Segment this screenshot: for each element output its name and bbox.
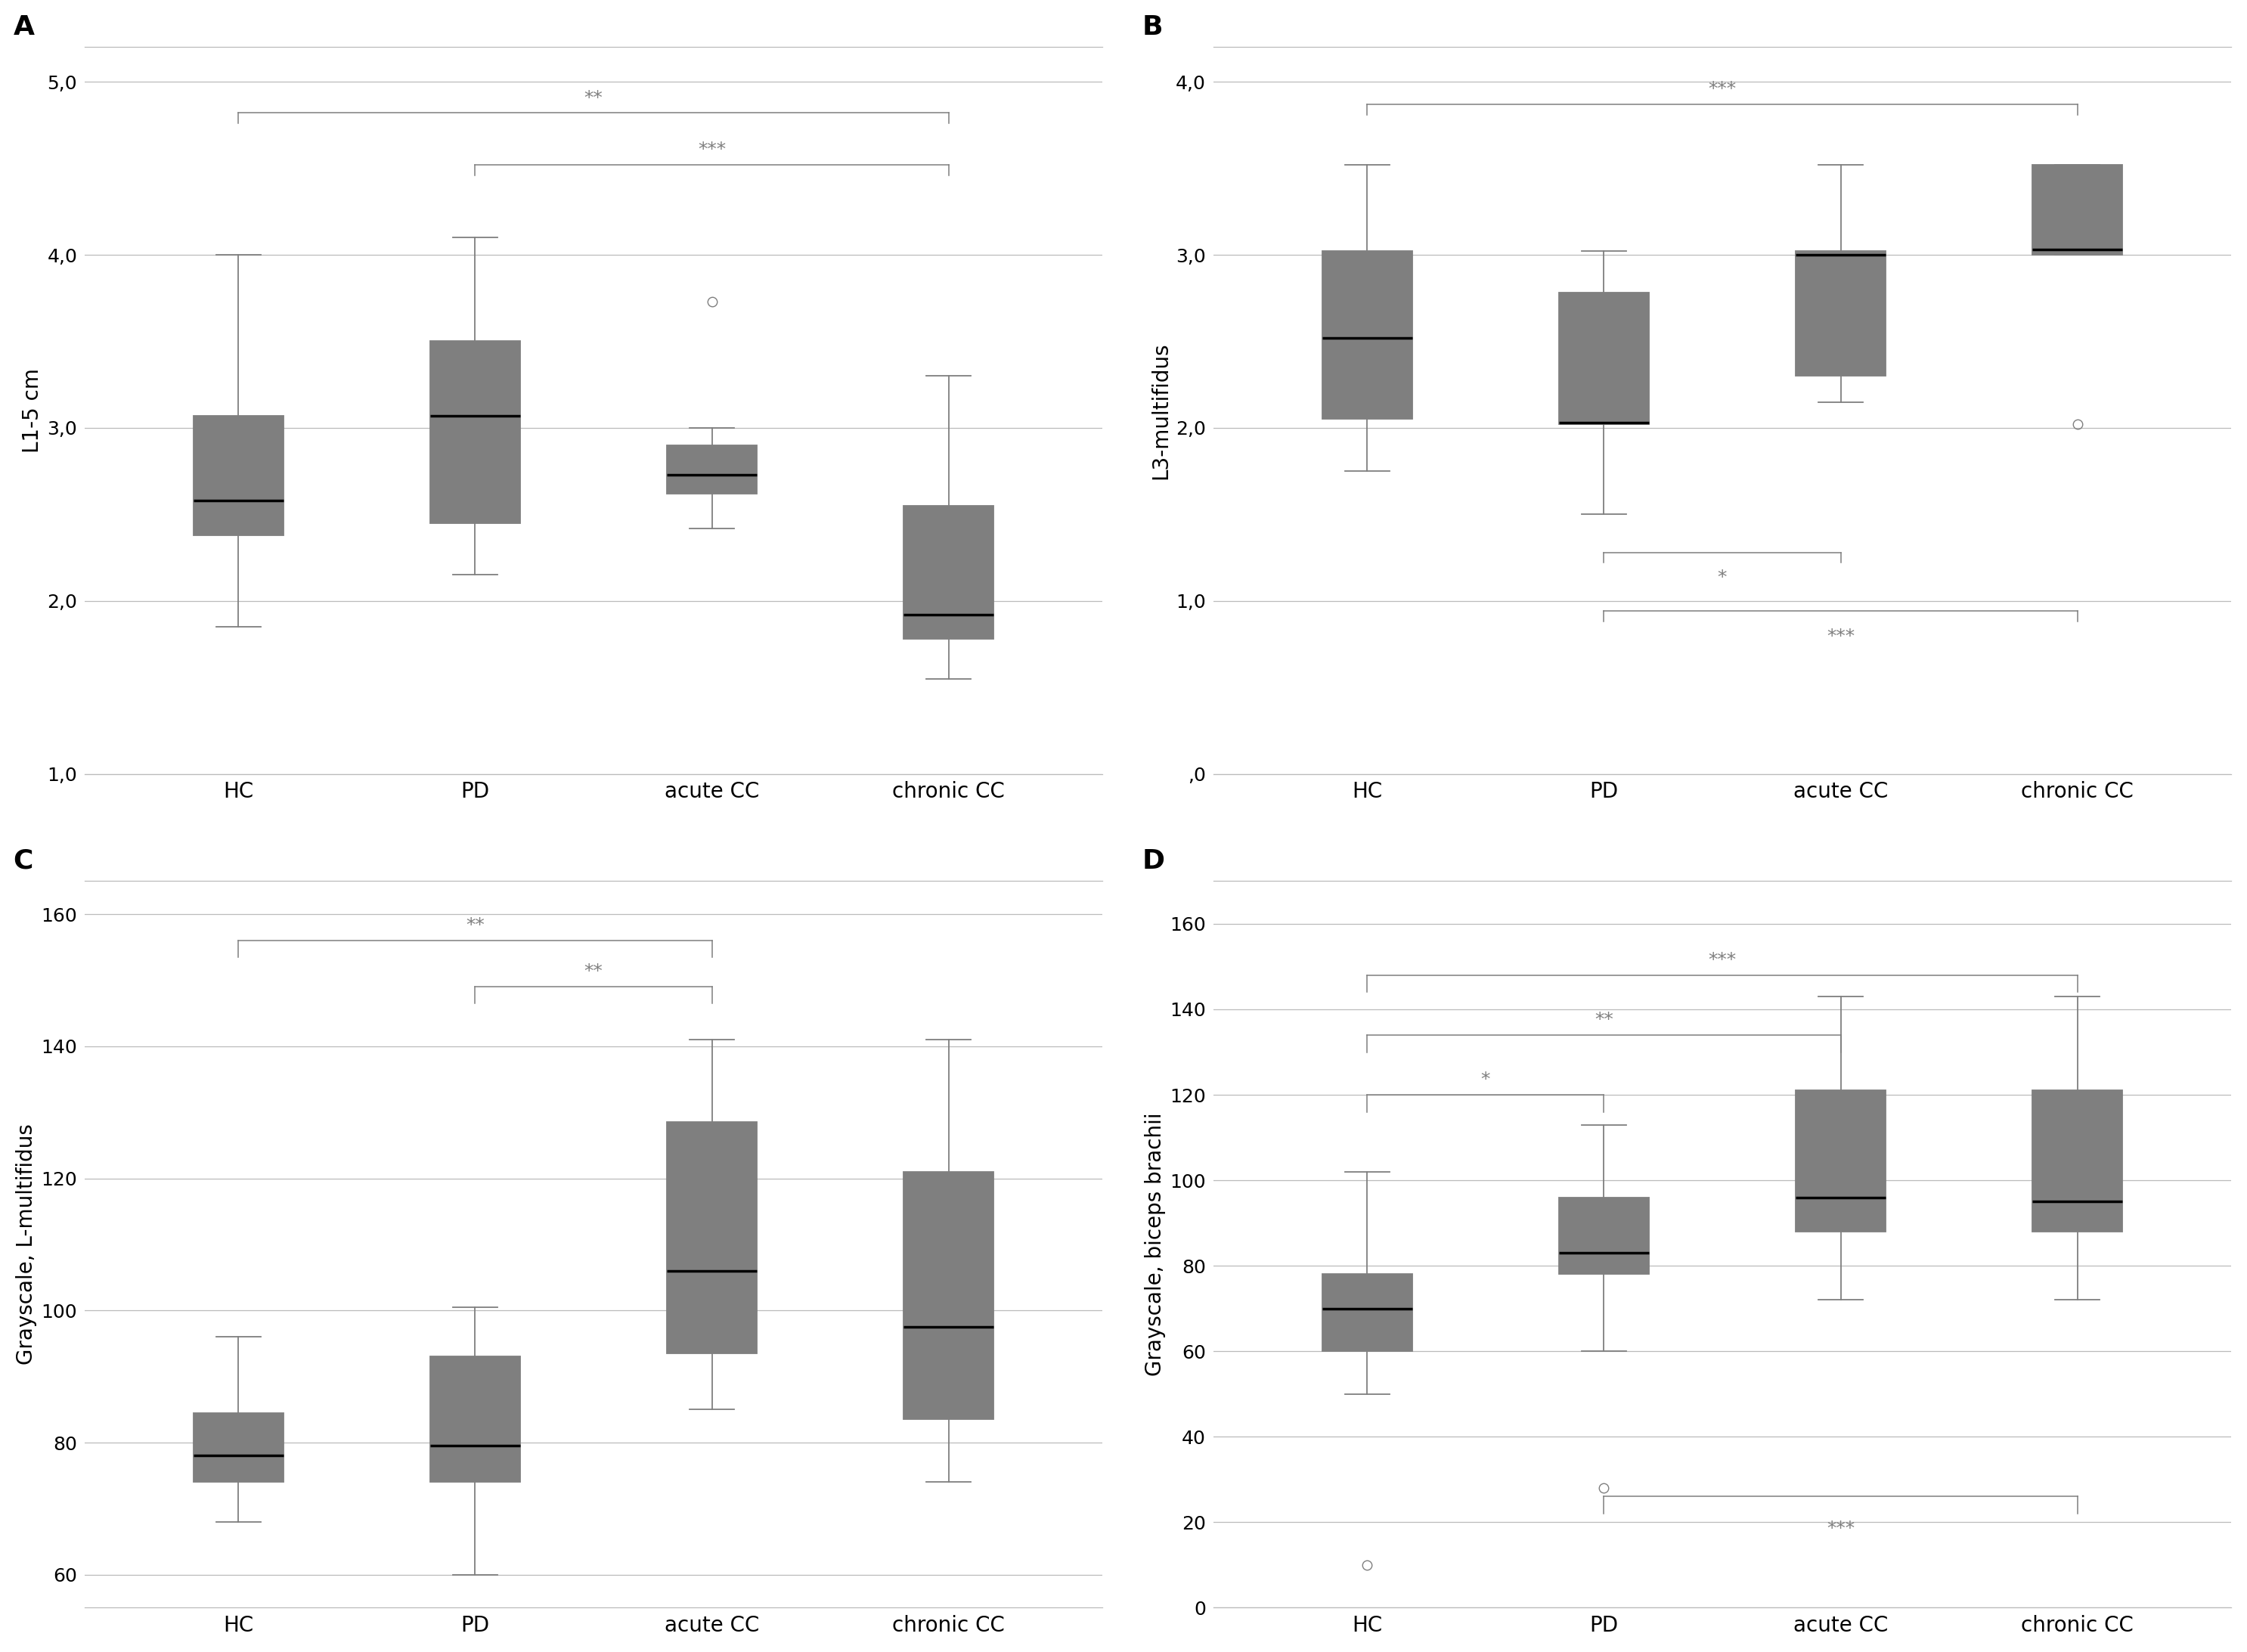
PathPatch shape — [1559, 1198, 1649, 1274]
PathPatch shape — [1795, 1090, 1885, 1232]
Y-axis label: Grayscale, biceps brachii: Grayscale, biceps brachii — [1144, 1113, 1166, 1376]
PathPatch shape — [193, 1412, 283, 1482]
PathPatch shape — [2031, 1090, 2123, 1232]
PathPatch shape — [1321, 1274, 1411, 1351]
Text: D: D — [1141, 847, 1164, 874]
PathPatch shape — [1559, 292, 1649, 425]
PathPatch shape — [667, 1122, 757, 1353]
Text: **: ** — [1595, 1011, 1613, 1029]
Text: ***: *** — [699, 140, 726, 159]
Text: B: B — [1141, 15, 1164, 40]
Text: **: ** — [584, 963, 602, 981]
Text: ***: *** — [1708, 952, 1737, 970]
Text: **: ** — [584, 89, 602, 107]
PathPatch shape — [193, 416, 283, 535]
PathPatch shape — [429, 1356, 519, 1482]
Y-axis label: L1-5 cm: L1-5 cm — [22, 368, 43, 453]
Text: A: A — [13, 15, 34, 40]
Y-axis label: L3-multifidus: L3-multifidus — [1150, 342, 1171, 479]
Text: **: ** — [465, 917, 485, 935]
Text: ***: *** — [1827, 628, 1854, 646]
PathPatch shape — [903, 506, 993, 639]
PathPatch shape — [903, 1171, 993, 1419]
Text: ***: *** — [1827, 1520, 1854, 1538]
PathPatch shape — [1795, 251, 1885, 377]
PathPatch shape — [1321, 251, 1411, 420]
Text: *: * — [1717, 568, 1728, 586]
PathPatch shape — [429, 342, 519, 524]
Text: C: C — [13, 847, 34, 874]
Y-axis label: Grayscale, L-multifidus: Grayscale, L-multifidus — [16, 1123, 36, 1365]
PathPatch shape — [2031, 165, 2123, 254]
Text: ***: *** — [1708, 81, 1737, 99]
Text: *: * — [1481, 1070, 1490, 1089]
PathPatch shape — [667, 444, 757, 494]
